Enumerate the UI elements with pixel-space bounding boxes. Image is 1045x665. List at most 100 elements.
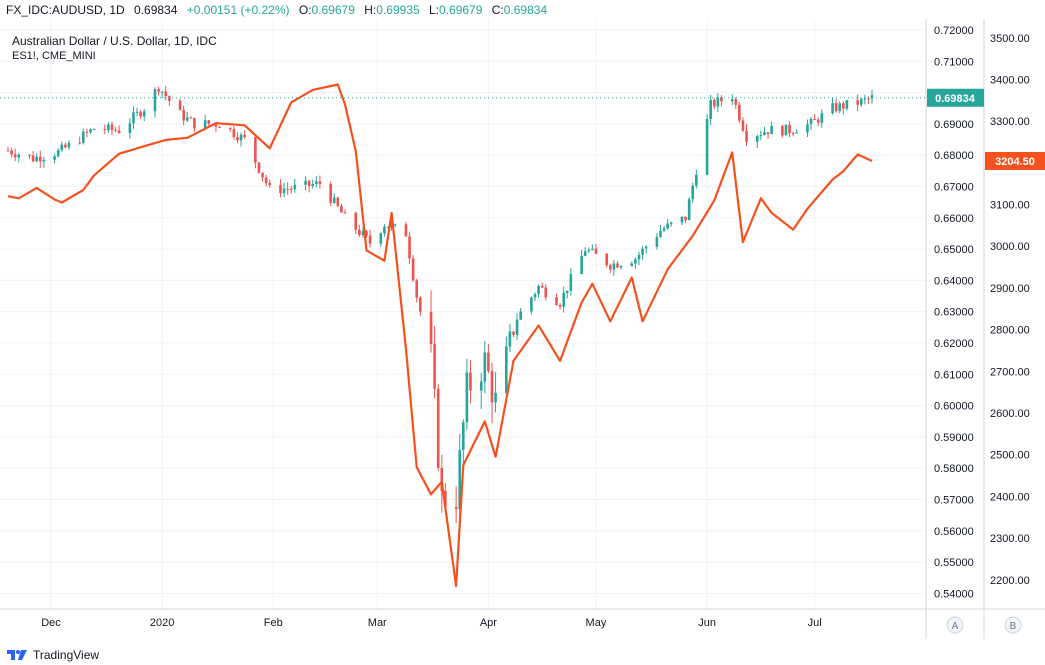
chart-svg[interactable]: Dec 2020 Feb Mar Apr May Jun Jul 0.72000 0.71000 0…	[0, 19, 1045, 639]
candle-body	[788, 124, 791, 134]
candle-body	[268, 183, 272, 186]
low-label: L:	[429, 3, 440, 17]
candle-body	[608, 265, 612, 270]
candle-body	[537, 285, 540, 294]
candle-body	[813, 118, 816, 120]
candle-body	[834, 103, 838, 111]
candle-body	[182, 110, 185, 121]
es-axis-tick-label: 3500.00	[990, 33, 1030, 45]
candle-body	[845, 100, 849, 109]
candle-body	[286, 188, 289, 190]
candle-body	[512, 331, 515, 335]
candle-body	[429, 311, 433, 345]
candle-body	[440, 468, 444, 492]
candle-body	[544, 287, 548, 298]
candle-body	[107, 124, 110, 131]
candle-body	[117, 130, 121, 133]
candle-body	[838, 103, 842, 111]
candle-body	[483, 352, 487, 382]
aud-axis-tick-label: 0.66000	[934, 213, 974, 225]
candle-body	[293, 184, 297, 190]
candle-body	[831, 103, 834, 114]
brand-footer[interactable]: TradingView	[6, 647, 99, 663]
candle-body	[691, 185, 695, 200]
candle-body	[490, 371, 494, 403]
aud-axis-tick-label: 0.58000	[934, 463, 974, 475]
candle-body	[540, 285, 544, 288]
candle-body	[386, 226, 390, 228]
candle-body	[784, 124, 788, 136]
candle-body	[530, 297, 533, 312]
candle-body	[282, 188, 286, 194]
candle-body	[164, 91, 168, 97]
candle-body	[558, 305, 562, 307]
candle-body	[709, 99, 712, 119]
axis-b-button[interactable]	[1004, 616, 1022, 634]
candle-body	[720, 97, 723, 102]
chart-area[interactable]: Dec 2020 Feb Mar Apr May Jun Jul 0.72000 0.71000 0…	[0, 19, 1045, 639]
candle-body	[368, 235, 372, 244]
aud-axis-tick-label: 0.64000	[934, 275, 974, 287]
es-axis-tick-label: 2200.00	[990, 575, 1030, 587]
candle-body	[842, 103, 845, 109]
plot-background	[0, 19, 926, 609]
candle-body	[716, 97, 720, 107]
es-axis-tick-label: 3000.00	[990, 241, 1030, 253]
candle-body	[383, 226, 386, 234]
candle-body	[712, 99, 716, 107]
candle-body	[641, 248, 644, 255]
candle-body	[404, 224, 408, 237]
aud-axis-tick-label: 0.54000	[934, 588, 974, 600]
candle-body	[436, 388, 440, 469]
candle-body	[580, 255, 583, 275]
candle-body	[189, 117, 193, 119]
aud-axis-tick-label: 0.63000	[934, 307, 974, 319]
candle-body	[494, 392, 497, 403]
candle-body	[67, 142, 71, 148]
symbol-label[interactable]: FX_IDC:AUDUSD, 1D	[6, 3, 125, 17]
x-tick-label: Dec	[41, 617, 61, 629]
candle-body	[637, 254, 641, 260]
es-axis-tick-label: 2500.00	[990, 450, 1030, 462]
candle-body	[508, 331, 512, 347]
axis-a-button[interactable]	[946, 616, 964, 634]
candle-body	[763, 132, 766, 136]
candle-body	[806, 124, 809, 133]
main-series-legend[interactable]: Australian Dollar / U.S. Dollar, 1D, IDC	[12, 34, 217, 48]
candle-body	[81, 131, 85, 143]
candle-body	[655, 236, 659, 247]
aud-axis-tick-label: 0.62000	[934, 338, 974, 350]
candle-body	[659, 230, 662, 237]
candle-body	[365, 231, 368, 236]
candle-body	[78, 142, 82, 144]
candle-body	[311, 184, 315, 186]
aud-axis-tick-label: 0.59000	[934, 432, 974, 444]
low-value: 0.69679	[439, 3, 483, 17]
candle-body	[135, 111, 139, 113]
candle-body	[859, 99, 863, 105]
candle-body	[239, 134, 243, 141]
es-last-badge	[985, 151, 1045, 170]
candle-body	[684, 216, 687, 221]
candle-body	[254, 137, 257, 163]
es-axis-tick-label: 2400.00	[990, 491, 1030, 503]
x-tick-label: Mar	[368, 617, 387, 629]
candle-body	[738, 104, 741, 121]
aud-last-badge	[927, 88, 984, 107]
candle-body	[809, 118, 813, 125]
candle-body	[393, 224, 397, 226]
candle-body	[630, 263, 634, 266]
candle-body	[519, 311, 522, 320]
overlay-series-legend[interactable]: ES1!, CME_MINI	[12, 50, 96, 62]
candle-body	[587, 249, 591, 252]
candle-body	[705, 118, 709, 175]
high-value: 0.69935	[376, 3, 420, 17]
candle-body	[791, 133, 795, 135]
candle-body	[734, 99, 738, 105]
candle-body	[863, 98, 867, 100]
candle-body	[820, 113, 824, 123]
candle-body	[730, 99, 734, 102]
aud-axis-tick-label: 0.72000	[934, 25, 974, 37]
candle-body	[13, 154, 17, 158]
candle-body	[666, 223, 669, 229]
